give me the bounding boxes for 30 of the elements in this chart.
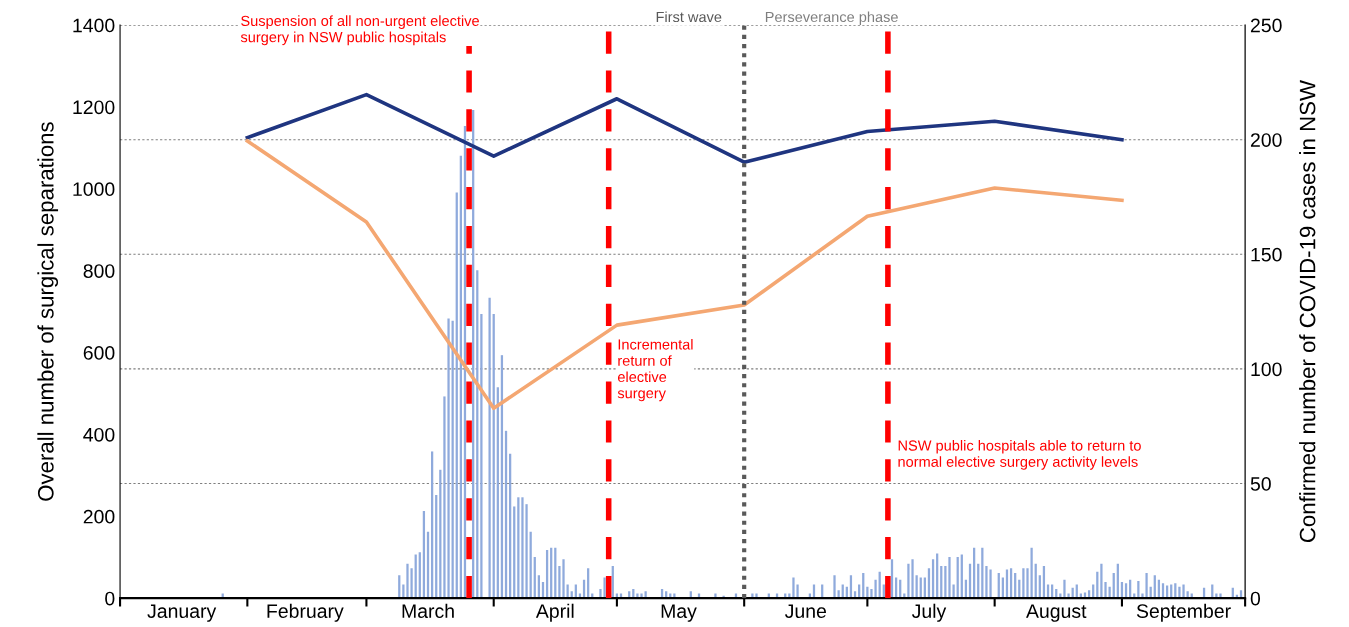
y-tick-label: 800 <box>83 264 115 278</box>
x-tick-label: February <box>267 603 344 622</box>
y2-tick-label: 100 <box>1251 362 1282 377</box>
y-tick-label: 0 <box>105 591 115 606</box>
y-axis-title: Overall number of surgical separations <box>37 122 59 501</box>
y2-tick-label: 50 <box>1250 477 1271 491</box>
x-tick-label: January <box>147 604 217 622</box>
x-tick-label: July <box>911 603 947 622</box>
y2-tick-label: 150 <box>1251 247 1282 262</box>
ref-line-label: First wave <box>656 11 722 23</box>
x-tick-label: August <box>1026 604 1087 622</box>
y2-tick-label: 0 <box>1250 591 1261 606</box>
y2-tick-label: 250 <box>1250 18 1282 33</box>
text: Perseverance phase <box>765 11 898 25</box>
y2-axis-title: Confirmed number of COVID-19 cases in NSW <box>1299 80 1316 543</box>
x-tick-label: June <box>785 604 826 618</box>
x-tick-label: May <box>661 604 697 622</box>
y-tick-label: 1000 <box>73 182 115 197</box>
y-tick-label: 600 <box>83 346 115 360</box>
x-tick-label: April <box>535 603 574 622</box>
x-tick-label: March <box>402 603 454 618</box>
y2-tick-label: 200 <box>1250 133 1282 147</box>
x-tick-label: September <box>1136 603 1231 622</box>
y-tick-label: 200 <box>83 509 115 524</box>
y-tick-label: 1400 <box>73 18 115 33</box>
ref-line-label: NSW public hospitals able to return to normal elective surgery activity levels <box>898 439 1141 470</box>
y-tick-label: 1200 <box>73 100 115 115</box>
ref-line-label: Incremental return of elective surgery <box>617 338 693 402</box>
y-tick-label: 400 <box>83 427 115 442</box>
ref-line-label: Suspension of all non-urgent elective surgery in NSW public hospitals <box>240 15 479 46</box>
